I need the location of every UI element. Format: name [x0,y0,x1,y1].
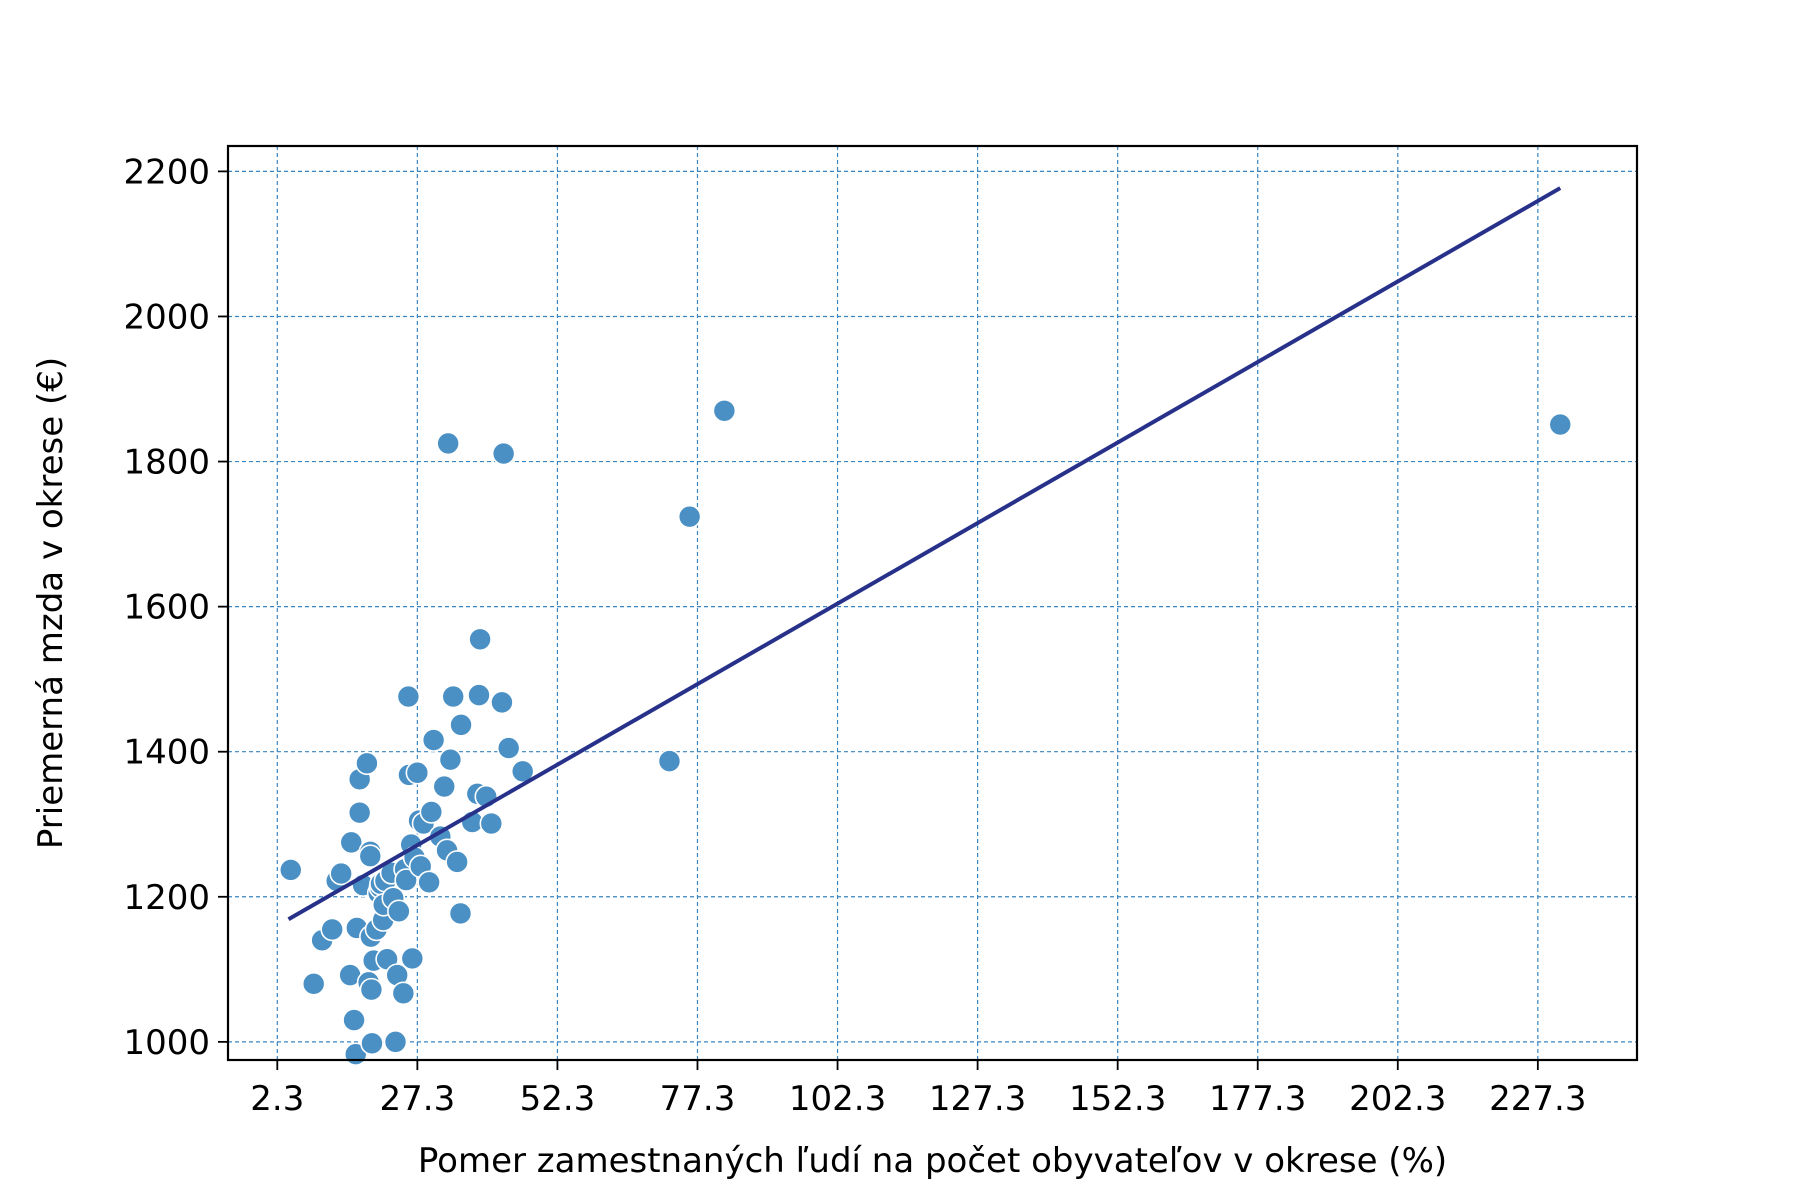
data-point [421,728,446,752]
data-point [383,1030,408,1054]
data-point [360,1031,384,1056]
data-point [387,899,411,924]
data-point [358,844,383,868]
grid [228,146,1637,1060]
data-point [355,751,379,776]
x-axis-label: Pomer zamestnaných ľudí na počet obyvate… [418,1141,1447,1181]
data-point [438,747,463,772]
x-tick-label: 202.3 [1349,1079,1446,1119]
x-tick-label: 27.3 [380,1079,456,1119]
plot-frame [226,144,1639,1062]
data-point [677,504,702,529]
data-point [479,811,504,836]
data-point [419,800,444,824]
data-point [449,713,473,737]
data-point [436,431,460,456]
data-point [1548,412,1573,437]
data-point [347,800,372,825]
data-point [417,870,441,895]
data-point [712,398,737,423]
data-point [329,861,353,886]
y-axis-label: Priemerná mzda v okrese (€) [31,357,71,849]
data-point [278,858,303,882]
x-tick-label: 177.3 [1209,1079,1306,1119]
x-tick-label: 152.3 [1069,1079,1166,1119]
x-tick-label: 127.3 [929,1079,1026,1119]
plot-area [278,186,1573,1066]
x-tick-label: 52.3 [520,1079,596,1119]
x-tick-label: 102.3 [789,1079,886,1119]
x-tick-label: 227.3 [1489,1079,1586,1119]
data-point [342,1008,366,1032]
regression-line [287,186,1562,922]
data-point [491,441,516,466]
x-tick-label: 2.3 [250,1079,304,1119]
data-point [320,917,345,942]
y-tick-label: 2200 [123,152,210,192]
y-tick-label: 1200 [123,878,210,918]
data-point [441,684,466,709]
y-tick-label: 1000 [123,1023,210,1063]
data-point [448,901,473,926]
data-point [496,736,521,760]
y-tick-label: 2000 [123,297,210,337]
data-point [510,759,535,784]
axis-ticks: 2.3 27.3 52.3 77.3 102.3 127.3 152.3 177.3 202.3… [123,152,1586,1119]
data-point [339,830,364,855]
data-point [396,684,421,709]
data-point [432,774,457,799]
y-tick-label: 1400 [123,733,210,773]
data-point [394,868,418,892]
y-tick-label: 1800 [123,443,210,483]
data-point [468,627,492,652]
data-point [657,749,682,773]
x-tick-label: 77.3 [660,1079,736,1119]
data-point [391,981,416,1006]
data-point [400,946,425,971]
data-point [467,683,491,707]
data-point [359,977,384,1002]
data-point [490,690,514,715]
data-point [405,760,430,785]
y-tick-label: 1600 [123,588,210,628]
data-point [301,972,326,996]
data-point [445,850,469,874]
